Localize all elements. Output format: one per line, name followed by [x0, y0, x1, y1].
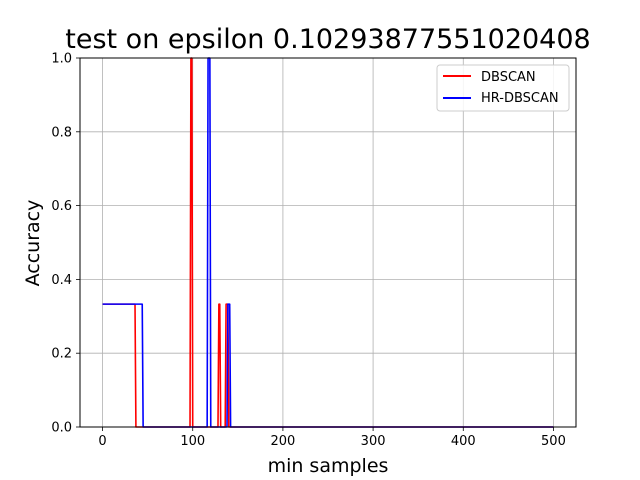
legend: DBSCAN HR-DBSCAN [436, 64, 570, 112]
y-tick-label: 0.6 [51, 199, 72, 214]
series-line-hr-dbscan [102, 57, 554, 428]
x-tick-label: 300 [361, 434, 386, 449]
y-tick-label: 0.4 [51, 273, 72, 288]
x-tick-label: 400 [451, 434, 476, 449]
y-tick-label: 0.8 [51, 125, 72, 140]
x-tick-label: 0 [98, 434, 106, 449]
legend-label-dbscan: DBSCAN [481, 70, 536, 85]
x-tick-label: 100 [180, 434, 205, 449]
y-axis-ticks: 0.0 0.2 0.4 0.6 0.8 1.0 [51, 52, 80, 436]
legend-label-hr-dbscan: HR-DBSCAN [481, 91, 559, 106]
x-tick-label: 200 [270, 434, 295, 449]
y-tick-label: 1.0 [51, 52, 72, 67]
series-line-dbscan [102, 57, 554, 428]
y-axis-label: Accuracy [22, 200, 44, 287]
grid [80, 57, 576, 428]
series-lines [102, 57, 554, 428]
y-tick-label: 0.2 [51, 347, 72, 362]
x-axis-label: min samples [268, 455, 389, 477]
x-axis-ticks: 0 100 200 300 400 500 [98, 427, 566, 449]
x-tick-label: 500 [541, 434, 566, 449]
plot-frame [79, 57, 577, 428]
chart-title: test on epsilon 0.10293877551020408 [65, 24, 590, 55]
y-tick-label: 0.0 [51, 421, 72, 436]
